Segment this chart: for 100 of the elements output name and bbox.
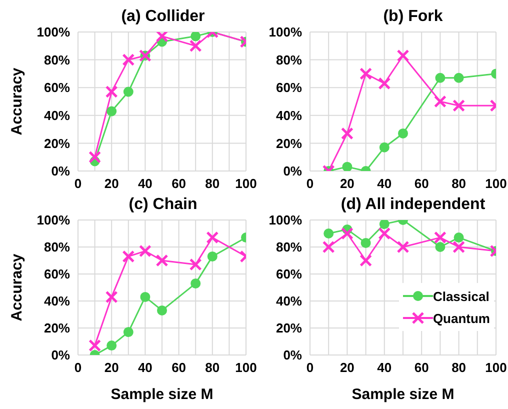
x-axis-title: Sample size M <box>352 386 454 403</box>
point <box>206 231 219 244</box>
x-tick-label: 80 <box>452 360 466 376</box>
x-tick-label: 20 <box>104 360 119 376</box>
x-tick-label: 60 <box>414 176 429 192</box>
x-tick-label: 60 <box>172 176 186 192</box>
x-tick-label: 80 <box>205 360 220 376</box>
point <box>378 227 391 240</box>
point <box>360 67 372 80</box>
x-tick-label: 80 <box>452 176 466 192</box>
x-tick-label: 100 <box>235 176 257 192</box>
point <box>454 72 464 83</box>
y-axis-title: Accuracy <box>8 67 26 136</box>
y-tick-label: 80% <box>276 240 302 255</box>
point <box>360 254 372 267</box>
y-axis-title: Accuracy <box>8 253 26 322</box>
chart-title: (d) All independent <box>340 196 486 214</box>
y-tick-label: 60% <box>276 80 302 96</box>
point <box>324 228 334 238</box>
point <box>190 32 201 42</box>
point <box>207 251 218 262</box>
y-tick-label: 60% <box>44 80 70 96</box>
point <box>106 340 117 351</box>
x-tick-label: 100 <box>485 360 507 376</box>
y-tick-label: 0% <box>283 164 302 179</box>
point <box>156 254 168 267</box>
y-tick-label: 100% <box>268 212 302 228</box>
point <box>190 278 201 288</box>
point <box>189 258 202 271</box>
y-tick-label: 40% <box>44 108 70 124</box>
x-tick-label: 0 <box>306 176 314 192</box>
x-tick-label: 0 <box>74 360 82 376</box>
point <box>156 32 168 42</box>
x-tick-label: 80 <box>205 176 220 192</box>
chart-title: (a) Collider <box>120 8 206 26</box>
point <box>435 242 446 252</box>
point <box>122 54 135 66</box>
x-tick-label: 100 <box>235 360 257 376</box>
y-tick-label: 20% <box>276 136 302 151</box>
point <box>105 86 118 98</box>
point <box>454 232 464 243</box>
point <box>398 128 408 138</box>
x-tick-label: 40 <box>138 176 152 192</box>
y-tick-label: 40% <box>276 294 302 309</box>
point <box>322 240 335 254</box>
x-axis-title: Sample size M <box>110 386 214 403</box>
point <box>123 327 134 338</box>
y-tick-label: 20% <box>44 136 70 151</box>
x-tick-label: 40 <box>377 176 392 192</box>
point <box>340 127 354 140</box>
y-tick-label: 60% <box>276 266 302 282</box>
point <box>106 106 117 116</box>
point <box>138 244 152 258</box>
y-tick-label: 20% <box>44 320 70 336</box>
y-tick-label: 0% <box>51 348 70 363</box>
point <box>105 290 118 304</box>
y-tick-label: 0% <box>51 164 70 179</box>
y-tick-label: 100% <box>36 24 70 40</box>
chart-title: (b) Fork <box>382 8 444 26</box>
point <box>189 40 202 52</box>
point <box>379 220 390 230</box>
x-tick-label: 20 <box>340 360 354 376</box>
x-tick-label: 40 <box>138 360 152 376</box>
y-tick-label: 20% <box>276 320 302 336</box>
legend-label: Classical <box>432 288 490 304</box>
y-tick-label: 60% <box>44 266 70 282</box>
point <box>88 339 102 352</box>
chart-title: (c) Chain <box>128 196 198 214</box>
point <box>435 72 446 83</box>
x-tick-label: 60 <box>414 360 429 376</box>
point <box>396 240 410 254</box>
point <box>342 162 352 171</box>
point <box>379 142 390 152</box>
x-tick-label: 20 <box>340 176 354 192</box>
point <box>434 95 446 108</box>
x-tick-label: 0 <box>306 360 314 376</box>
point <box>157 305 167 316</box>
point <box>434 231 446 244</box>
point <box>452 240 466 254</box>
x-tick-label: 20 <box>104 176 119 192</box>
x-tick-label: 100 <box>485 176 507 192</box>
y-tick-label: 100% <box>36 212 70 228</box>
point <box>88 150 102 164</box>
y-tick-label: 40% <box>276 108 302 124</box>
point <box>360 238 371 248</box>
point <box>396 49 410 62</box>
y-tick-label: 0% <box>283 348 302 363</box>
x-tick-label: 0 <box>74 176 82 192</box>
point <box>452 99 466 112</box>
y-tick-label: 80% <box>276 52 302 68</box>
legend-label: Quantum <box>432 310 490 326</box>
point <box>140 292 150 302</box>
x-tick-label: 40 <box>377 360 392 376</box>
point <box>123 86 134 97</box>
point <box>340 227 354 240</box>
point <box>122 250 135 263</box>
y-tick-label: 100% <box>268 24 302 40</box>
y-tick-label: 80% <box>44 240 70 255</box>
y-tick-label: 40% <box>44 294 70 309</box>
x-tick-label: 60 <box>172 360 186 376</box>
